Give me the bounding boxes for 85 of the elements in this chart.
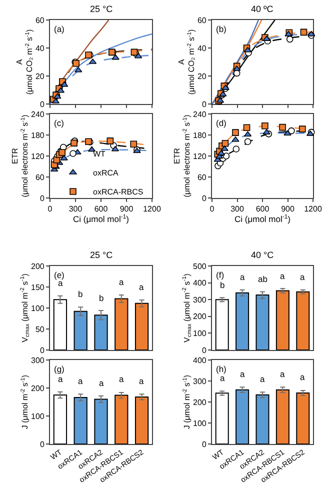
- chart-title: 40 ºC: [251, 4, 274, 14]
- annotation: a: [300, 372, 305, 382]
- y-tick-label: 500: [193, 262, 207, 271]
- x-axis-title: Ci (μmol mol$^{-1}$): [73, 214, 130, 224]
- x-tick-label: 1200: [304, 204, 322, 214]
- y-tick-label: 400: [193, 356, 207, 365]
- x-tick-label: 1200: [143, 204, 162, 214]
- y-tick-label: 50: [35, 324, 45, 334]
- y-tick-label: 150: [31, 282, 45, 292]
- y-tick-label: 240: [193, 110, 207, 119]
- y-tick-label: 0: [202, 100, 207, 109]
- y-tick-label: 40: [35, 44, 45, 53]
- x-tick-label: 300: [68, 204, 83, 214]
- y-tick-label: 100: [193, 418, 207, 428]
- legend-label: WT: [93, 150, 106, 159]
- y-tick-label: 60: [197, 172, 207, 182]
- x-tick-label: 300: [230, 204, 244, 214]
- annotation: a: [58, 374, 63, 384]
- y-tick-label: 200: [193, 398, 207, 407]
- annotation: b: [220, 280, 225, 290]
- annotation: a: [119, 277, 124, 287]
- y-tick-label: 20: [197, 72, 207, 81]
- annotation: (d): [216, 118, 227, 128]
- annotation: (h): [216, 364, 227, 374]
- annotation: b: [99, 293, 104, 303]
- annotation: (b): [216, 24, 227, 34]
- annotation: a: [300, 272, 305, 282]
- y-tick-label: 0: [40, 100, 45, 109]
- annotation: a: [78, 376, 83, 386]
- x-tick-label: 0: [210, 204, 215, 214]
- annotation: (e): [54, 270, 65, 280]
- annotation: b: [78, 289, 83, 299]
- y-tick-label: 0: [202, 440, 207, 449]
- y-tick-label: 300: [31, 356, 45, 365]
- y-tick-label: 0: [40, 346, 45, 355]
- annotation: a: [260, 374, 265, 384]
- annotation: a: [240, 369, 245, 379]
- chart-title: 25 °C: [90, 250, 114, 260]
- annotation: (g): [54, 364, 65, 374]
- annotation: a: [280, 271, 285, 281]
- y-tick-label: 0: [202, 194, 207, 203]
- y-tick-label: 120: [193, 152, 207, 161]
- x-axis-title: Ci (μmol mol$^{-1}$): [234, 214, 291, 224]
- y-tick-label: 180: [193, 130, 207, 140]
- y-tick-label: 60: [197, 16, 207, 25]
- y-tick-label: 60: [35, 16, 45, 25]
- chart-title: 40 °C: [251, 250, 274, 260]
- y-tick-label: 300: [193, 376, 207, 386]
- x-tick-label: 900: [120, 204, 134, 214]
- annotation: ab: [258, 274, 268, 284]
- y-tick-label: 240: [31, 110, 45, 119]
- y-tick-label: 120: [31, 152, 45, 161]
- annotation: (f): [216, 270, 224, 280]
- y-tick-label: 60: [35, 172, 45, 182]
- x-tick-label: 600: [94, 204, 108, 214]
- y-tick-label: 300: [193, 295, 207, 304]
- y-tick-label: 200: [193, 312, 207, 322]
- legend-label: oxRCA-RBCS: [93, 188, 144, 197]
- y-tick-label: 400: [193, 278, 207, 288]
- y-tick-label: 100: [31, 304, 45, 313]
- annotation: a: [58, 278, 63, 288]
- y-tick-label: 100: [31, 412, 45, 421]
- y-tick-label: 20: [35, 72, 45, 81]
- annotation: a: [119, 374, 124, 384]
- y-tick-label: 40: [197, 44, 207, 53]
- y-tick-label: 0: [40, 440, 45, 449]
- annotation: a: [99, 378, 104, 388]
- y-tick-label: 0: [40, 194, 45, 203]
- annotation: a: [139, 376, 144, 386]
- annotation: (c): [54, 118, 64, 128]
- annotation: a: [139, 282, 144, 292]
- chart-title: 25 °C: [90, 4, 114, 14]
- y-tick-label: 100: [193, 329, 207, 338]
- y-tick-label: 200: [31, 384, 45, 393]
- legend-label: oxRCA: [93, 168, 120, 178]
- annotation: a: [220, 373, 225, 383]
- x-tick-label: 600: [256, 204, 270, 214]
- y-tick-label: 0: [202, 346, 207, 355]
- y-tick-label: 200: [31, 262, 45, 271]
- x-tick-label: 0: [48, 204, 53, 214]
- annotation: a: [240, 272, 245, 282]
- annotation: (a): [54, 24, 65, 34]
- y-tick-label: 180: [31, 130, 45, 140]
- x-tick-label: 900: [281, 204, 295, 214]
- annotation: a: [280, 369, 285, 379]
